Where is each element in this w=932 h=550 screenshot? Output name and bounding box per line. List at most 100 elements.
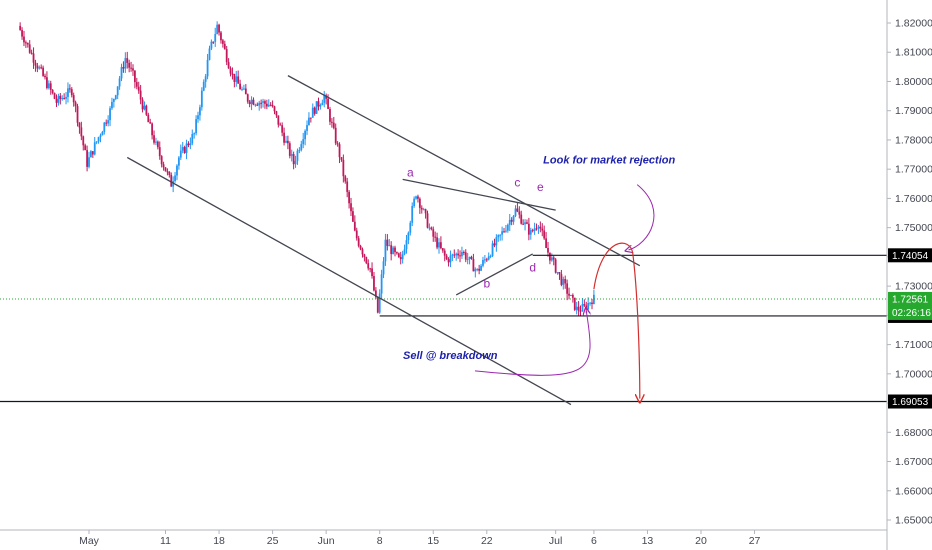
candle-body (371, 268, 373, 277)
candle-body (321, 102, 324, 106)
candle-body (124, 58, 127, 69)
candle-body (156, 141, 159, 148)
candle-body (260, 102, 263, 104)
candle-body (227, 62, 230, 69)
candle-body (216, 24, 219, 35)
candle-body (65, 96, 67, 99)
candle-body (376, 297, 379, 313)
candle-body (82, 136, 85, 146)
candle-body (554, 259, 557, 273)
candle-body (244, 88, 247, 95)
candle-body (70, 89, 73, 96)
candle-body (308, 117, 310, 126)
candle-body (57, 95, 60, 103)
candle-body (403, 249, 406, 255)
candle-body (361, 249, 364, 255)
candle-body (44, 75, 46, 78)
candle-body (283, 132, 285, 143)
candle-body (76, 106, 79, 123)
candle-body (32, 53, 35, 63)
annotation-breakdown: Sell @ breakdown (403, 350, 498, 362)
candle-body (353, 221, 356, 231)
candle-body (97, 137, 100, 142)
candle-body (267, 104, 270, 107)
pattern-label: b (483, 277, 490, 291)
candle-body (334, 127, 337, 144)
candle-body (415, 196, 417, 199)
candle-body (365, 257, 368, 264)
annotation-rejection: Look for market rejection (543, 154, 675, 166)
candle-body (426, 213, 429, 228)
candle-body (153, 135, 155, 143)
candle-body (329, 109, 331, 122)
candle-body (181, 147, 184, 151)
pattern-label: c (514, 176, 520, 190)
candle-body (99, 135, 102, 138)
candle-body (352, 211, 354, 222)
candle-body (26, 42, 29, 45)
candle-body (462, 252, 465, 254)
price-axis[interactable]: 1.82000 1.81000 1.80000 1.79000 1.78000 1.770… (887, 18, 932, 527)
candle-body (512, 215, 515, 222)
candle-body (51, 89, 54, 94)
candle-body (533, 228, 536, 231)
candle-body (464, 252, 467, 260)
candle-body (593, 294, 595, 304)
candle-body (560, 274, 563, 285)
candle-body (571, 294, 574, 298)
candle-body (499, 234, 502, 236)
candle-body (91, 151, 94, 155)
time-tick-label: 8 (377, 535, 383, 547)
candle-body (552, 257, 555, 260)
time-tick-label: 13 (642, 535, 654, 547)
candle-body (61, 98, 64, 100)
price-tick-label: 1.78000 (895, 134, 932, 146)
candle-body (378, 293, 381, 313)
rejection-pointer-arrow (629, 184, 655, 250)
candle-body (42, 67, 44, 76)
candle-body (514, 208, 517, 216)
candle-body (130, 67, 132, 69)
candle-body (74, 102, 77, 107)
pattern-label: d (529, 261, 536, 275)
time-axis[interactable]: May 11 18 25 Jun 8 15 22 Jul 6 13 20 27 (79, 530, 761, 547)
candle-body (449, 255, 452, 263)
price-tick-label: 1.79000 (895, 105, 932, 117)
candle-body (36, 65, 39, 69)
current-price-label: 1.72561 (892, 294, 929, 305)
candle-body (250, 99, 253, 105)
candle-body (218, 24, 220, 33)
candle-body (103, 122, 106, 132)
candle-body (46, 77, 48, 88)
candle-body (258, 102, 261, 106)
candle-body (539, 226, 542, 229)
candle-body (265, 103, 268, 107)
candle-body (508, 219, 511, 225)
candle-body (199, 107, 201, 116)
candle-body (348, 191, 350, 204)
candle-body (319, 105, 322, 107)
candle-body (53, 93, 56, 99)
plot-area[interactable] (19, 21, 595, 316)
candle-body (493, 243, 496, 246)
candle-body (575, 306, 578, 310)
candle-body (428, 227, 431, 229)
price-tick-label: 1.71000 (895, 339, 932, 351)
price-tick-label: 1.82000 (895, 18, 932, 30)
candle-body (252, 99, 255, 105)
candle-body (275, 111, 278, 116)
candle-body (88, 157, 90, 167)
candle-body (332, 122, 335, 128)
candle-body (233, 73, 236, 82)
candle-body (304, 130, 307, 140)
candle-body (587, 303, 590, 310)
candle-body (281, 125, 284, 133)
candle-body (317, 101, 320, 107)
candle-body (568, 293, 570, 296)
candle-body (531, 230, 534, 232)
candle-body (208, 48, 211, 60)
candle-body (40, 67, 43, 69)
candle-body (443, 250, 446, 256)
candle-body (135, 82, 138, 87)
candle-body (585, 305, 588, 310)
